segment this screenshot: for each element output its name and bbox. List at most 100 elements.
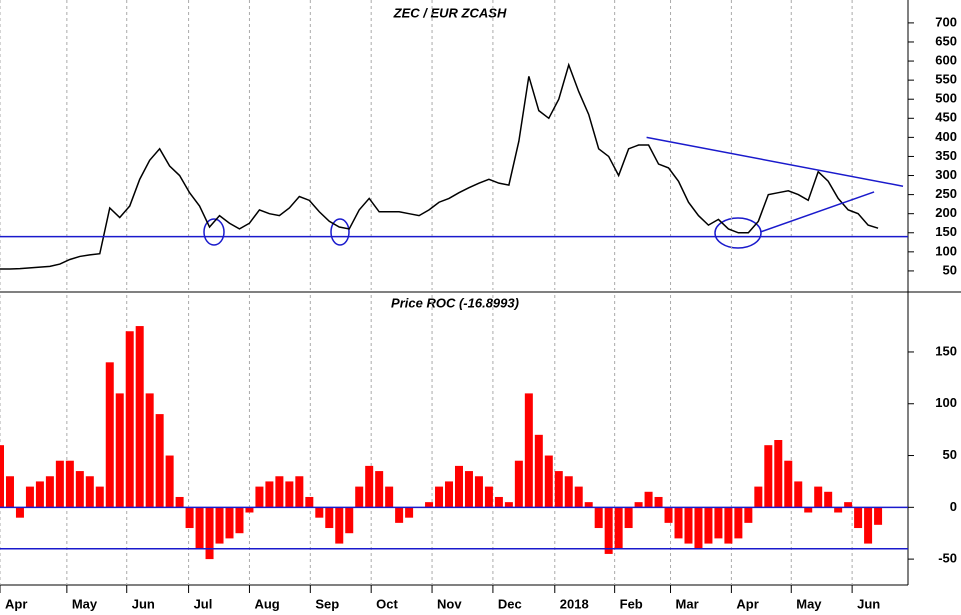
bar	[684, 507, 693, 544]
bar	[75, 471, 84, 508]
x-tick-label: Apr	[736, 596, 758, 611]
trend-line	[646, 136, 904, 187]
bar	[644, 491, 653, 508]
y-tick-label: 350	[935, 148, 957, 163]
bar	[355, 486, 364, 508]
x-tick-label: May	[72, 596, 98, 611]
y-tick-label: 50	[943, 262, 957, 277]
bar	[445, 481, 454, 508]
bar	[65, 460, 74, 508]
bar	[5, 476, 14, 508]
bar	[864, 507, 873, 544]
bar	[694, 507, 703, 549]
x-tick-label: Dec	[498, 596, 522, 611]
x-tick-label: 2018	[560, 596, 589, 611]
bar	[425, 502, 434, 508]
bar	[574, 486, 583, 508]
roc-title: Price ROC (-16.8993)	[391, 295, 519, 310]
bar	[474, 476, 483, 508]
x-tick-label: Oct	[376, 596, 398, 611]
x-tick-label: Jun	[132, 596, 155, 611]
bar	[824, 491, 833, 508]
x-tick-label: Aug	[254, 596, 279, 611]
bar	[265, 481, 274, 508]
bar	[764, 445, 773, 508]
bar	[834, 507, 843, 513]
bar	[844, 502, 853, 508]
bar	[584, 502, 593, 508]
bar	[225, 507, 234, 539]
bar	[185, 507, 194, 529]
bar	[604, 507, 613, 554]
bar	[95, 486, 104, 508]
x-tick-label: Apr	[5, 596, 27, 611]
x-tick-label: Feb	[620, 596, 643, 611]
bar	[464, 471, 473, 508]
bar	[385, 486, 394, 508]
y-tick-label: 50	[943, 447, 957, 462]
bar	[145, 393, 154, 508]
bar	[25, 486, 34, 508]
y-tick-label: 150	[935, 224, 957, 239]
bar	[814, 486, 823, 508]
y-tick-label: 100	[935, 243, 957, 258]
bar	[375, 471, 384, 508]
bar	[325, 507, 334, 529]
bar	[55, 460, 64, 508]
bar	[534, 434, 543, 508]
y-tick-label: 550	[935, 72, 957, 87]
bar	[305, 496, 314, 508]
bar	[235, 507, 244, 534]
price-title: ZEC / EUR ZCASH	[393, 5, 507, 20]
price-line	[0, 62, 879, 270]
x-tick-label: Jun	[857, 596, 880, 611]
bar	[524, 393, 533, 508]
bar	[115, 393, 124, 508]
bar	[784, 460, 793, 508]
bar	[724, 507, 733, 544]
bar	[714, 507, 723, 539]
y-tick-label: 0	[950, 499, 957, 514]
bar	[564, 476, 573, 508]
bar	[794, 481, 803, 508]
y-tick-label: 250	[935, 186, 957, 201]
bar	[45, 476, 54, 508]
bar	[744, 507, 753, 523]
bar	[754, 486, 763, 508]
y-tick-label: -50	[938, 551, 957, 566]
y-tick-label: 150	[935, 343, 957, 358]
y-tick-label: 700	[935, 14, 957, 29]
bar	[285, 481, 294, 508]
y-tick-label: 650	[935, 33, 957, 48]
bar	[494, 496, 503, 508]
bar	[215, 507, 224, 544]
bar	[165, 455, 174, 508]
bar	[85, 476, 94, 508]
x-tick-label: Jul	[194, 596, 213, 611]
bar	[454, 465, 463, 508]
bar	[664, 507, 673, 523]
bar	[365, 465, 374, 508]
bar	[35, 481, 44, 508]
bar	[345, 507, 354, 534]
y-tick-label: 400	[935, 129, 957, 144]
x-tick-label: Nov	[437, 596, 462, 611]
bar	[874, 507, 883, 525]
bar	[205, 507, 214, 560]
bar	[594, 507, 603, 529]
bar	[275, 476, 284, 508]
bar	[554, 471, 563, 508]
bar	[544, 455, 553, 508]
bar	[335, 507, 344, 544]
bar	[405, 507, 414, 518]
bar	[435, 486, 444, 508]
bar	[504, 502, 513, 508]
bar	[774, 440, 783, 508]
highlight-ellipse	[330, 218, 350, 246]
bar	[0, 445, 4, 508]
trend-line	[760, 191, 875, 233]
bar	[614, 507, 623, 549]
bar	[195, 507, 204, 549]
